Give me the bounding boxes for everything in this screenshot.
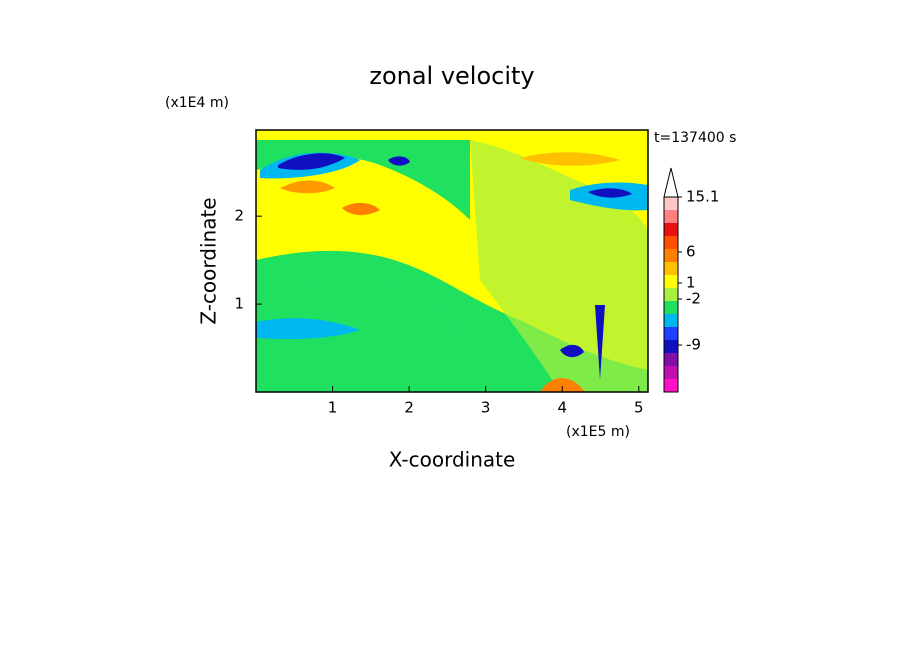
colorbar-label: 15.1 <box>686 188 719 206</box>
chart-title: zonal velocity <box>369 62 534 90</box>
y-tick-label: 2 <box>234 207 244 225</box>
contour-fill <box>560 344 584 358</box>
colorbar-swatch <box>664 197 678 210</box>
colorbar-label: 1 <box>686 274 696 292</box>
x-axis-label: X-coordinate <box>389 448 516 472</box>
contour-field <box>256 130 648 392</box>
y-unit: (x1E4 m) <box>165 95 229 111</box>
y-tick-label: 1 <box>234 295 244 313</box>
colorbar-swatch <box>664 210 678 223</box>
y-axis-label: Z-coordinate <box>197 197 221 324</box>
colorbar-swatch <box>664 340 678 353</box>
plot-frame <box>255 129 649 393</box>
x-tick-label: 1 <box>328 399 338 417</box>
colorbar-swatch <box>664 314 678 327</box>
colorbar-swatch <box>664 379 678 392</box>
contour-fill <box>256 318 360 340</box>
contour-fill <box>588 188 632 198</box>
colorbar-swatch <box>664 236 678 249</box>
colorbar-swatch <box>664 366 678 379</box>
x-tick-label: 2 <box>404 399 414 417</box>
colorbar-swatch <box>664 262 678 275</box>
colorbar-swatch <box>664 223 678 236</box>
colorbar-swatch <box>664 301 678 314</box>
contour-fill <box>342 202 380 216</box>
x-tick-label: 4 <box>557 399 567 417</box>
colorbar-swatch <box>664 288 678 301</box>
colorbar-label: 6 <box>686 243 696 261</box>
colorbar-swatch <box>664 275 678 288</box>
contour-fill <box>540 378 585 392</box>
time-label: t=137400 s <box>654 130 736 146</box>
contour-fill <box>520 152 620 166</box>
x-unit: (x1E5 m) <box>566 424 630 440</box>
colorbar-label: -2 <box>686 290 701 308</box>
contour-fill <box>595 305 605 380</box>
colorbar-swatch <box>664 249 678 262</box>
x-tick-label: 5 <box>634 399 644 417</box>
contour-fill <box>278 153 345 170</box>
colorbar-label: -9 <box>686 336 701 354</box>
x-tick-label: 3 <box>481 399 491 417</box>
colorbar-extend <box>663 167 679 198</box>
colorbar-swatch <box>664 353 678 366</box>
contour-fill <box>388 156 410 166</box>
colorbar-swatch <box>664 327 678 340</box>
contour-fill <box>280 180 335 194</box>
